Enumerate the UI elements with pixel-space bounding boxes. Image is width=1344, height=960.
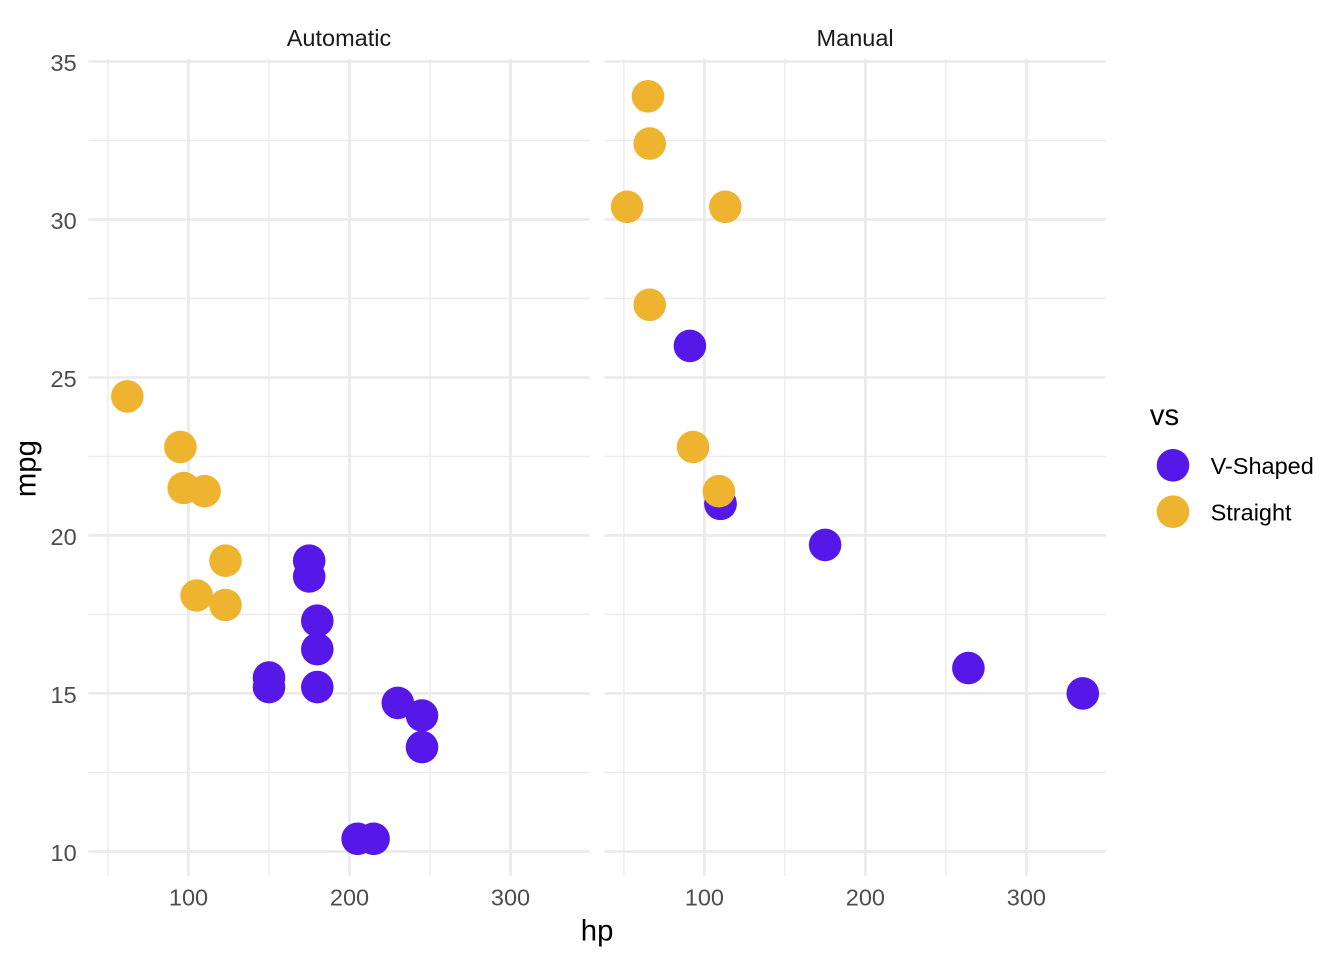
svg-text:200: 200 [846,884,885,910]
svg-text:mpg: mpg [10,440,43,497]
svg-text:25: 25 [51,366,77,392]
svg-text:30: 30 [51,208,77,234]
svg-text:vs: vs [1150,399,1179,432]
svg-text:Straight: Straight [1211,499,1292,525]
svg-text:100: 100 [685,884,724,910]
svg-text:300: 300 [1007,884,1046,910]
svg-text:20: 20 [51,524,77,550]
svg-text:200: 200 [330,884,369,910]
svg-text:V-Shaped: V-Shaped [1211,453,1314,479]
svg-text:15: 15 [51,682,77,708]
svg-text:300: 300 [491,884,530,910]
svg-text:10: 10 [51,840,77,866]
svg-text:100: 100 [169,884,208,910]
svg-text:Manual: Manual [817,25,894,51]
svg-text:35: 35 [51,50,77,76]
svg-text:hp: hp [581,915,614,948]
svg-text:Automatic: Automatic [287,25,392,51]
